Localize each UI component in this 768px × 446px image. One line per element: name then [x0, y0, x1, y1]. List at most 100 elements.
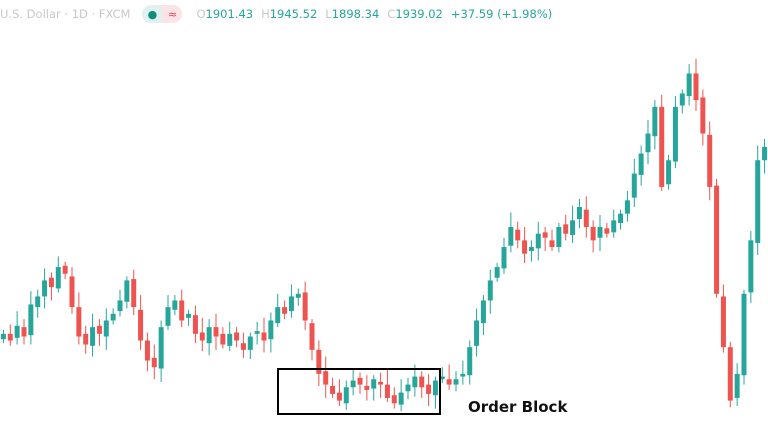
candle: [336, 379, 342, 406]
candle-body: [336, 392, 342, 401]
candle: [62, 261, 68, 280]
candle: [631, 158, 637, 207]
candle-body: [357, 377, 363, 385]
candle-body: [542, 232, 548, 238]
candle: [227, 321, 233, 352]
candle-body: [247, 336, 253, 350]
candle: [727, 341, 733, 408]
candle-body: [645, 133, 651, 153]
candle-body: [515, 229, 521, 241]
candle-body: [48, 277, 54, 288]
candle: [624, 190, 630, 222]
status-pill[interactable]: ● ≈: [142, 5, 183, 23]
candle-body: [302, 292, 308, 321]
candle: [330, 377, 336, 398]
candle: [734, 363, 740, 406]
candle-body: [261, 332, 267, 341]
candle: [247, 332, 253, 360]
candle: [693, 58, 699, 111]
candle-body: [350, 380, 356, 388]
candle-body: [254, 331, 260, 334]
candle: [96, 319, 102, 346]
candle-body: [158, 327, 164, 369]
candle-body: [275, 307, 281, 324]
candle: [165, 295, 171, 330]
candle-body: [734, 373, 740, 398]
candle: [700, 89, 706, 146]
candle: [638, 145, 644, 186]
symbol-title[interactable]: U.S. Dollar · 1D · FXCM: [0, 7, 131, 21]
candle: [220, 327, 226, 349]
candle-body: [240, 343, 246, 350]
candle-body: [144, 340, 150, 361]
candle-body: [480, 300, 486, 324]
open-value: 1901.43: [205, 7, 254, 21]
candle-body: [672, 106, 678, 162]
candle: [583, 196, 589, 238]
candle-body: [727, 347, 733, 401]
candle: [446, 364, 452, 390]
candle: [234, 327, 240, 348]
candle-body: [398, 392, 404, 405]
candle: [90, 313, 96, 357]
candle: [398, 379, 404, 412]
candle: [686, 64, 692, 106]
candle-body: [96, 325, 102, 334]
candle: [611, 209, 617, 238]
candle-body: [151, 357, 157, 368]
candle: [76, 292, 82, 345]
candle: [508, 212, 514, 253]
candle-body: [69, 276, 75, 308]
candle: [186, 309, 192, 326]
candle-body: [597, 227, 603, 238]
candle-body: [323, 371, 329, 385]
candle-body: [7, 333, 13, 341]
high-value: 1945.52: [269, 7, 318, 21]
candle-body: [686, 73, 692, 97]
candle-body: [288, 296, 294, 312]
candle: [48, 272, 54, 301]
candle-body: [494, 267, 500, 278]
candle: [419, 371, 425, 398]
candle-body: [234, 332, 240, 341]
candle: [288, 284, 294, 318]
candle-body: [611, 220, 617, 233]
candle: [254, 321, 260, 345]
candle-body: [172, 300, 178, 310]
candle: [426, 373, 432, 406]
candle: [268, 312, 274, 353]
candle: [515, 221, 521, 249]
candle: [549, 229, 555, 252]
candle-body: [501, 247, 507, 269]
candle-body: [14, 325, 20, 338]
candle: [707, 121, 713, 201]
candle-body: [762, 146, 768, 161]
candle-body: [316, 349, 322, 374]
candle: [364, 375, 370, 401]
candle: [206, 319, 212, 356]
candle-body: [590, 227, 596, 241]
candle-body: [186, 313, 192, 318]
candle: [487, 269, 493, 314]
candle-body: [556, 227, 562, 248]
candle-body: [83, 333, 89, 345]
candle: [350, 368, 356, 396]
candle: [69, 267, 75, 314]
candle-body: [563, 224, 569, 234]
candle-body: [679, 93, 685, 106]
candle: [645, 120, 651, 165]
candle-body: [583, 209, 589, 228]
candle-body: [124, 280, 130, 302]
close-value: 1939.02: [395, 7, 443, 21]
candle-body: [206, 327, 212, 344]
candle-body: [631, 173, 637, 198]
candle-body: [138, 309, 144, 341]
candle-body: [21, 327, 27, 337]
candle: [158, 320, 164, 382]
change-value: +37.59 (+1.98%): [450, 7, 553, 21]
candle: [563, 214, 569, 241]
candle: [213, 313, 219, 350]
candle: [83, 325, 89, 354]
candle: [576, 198, 582, 229]
